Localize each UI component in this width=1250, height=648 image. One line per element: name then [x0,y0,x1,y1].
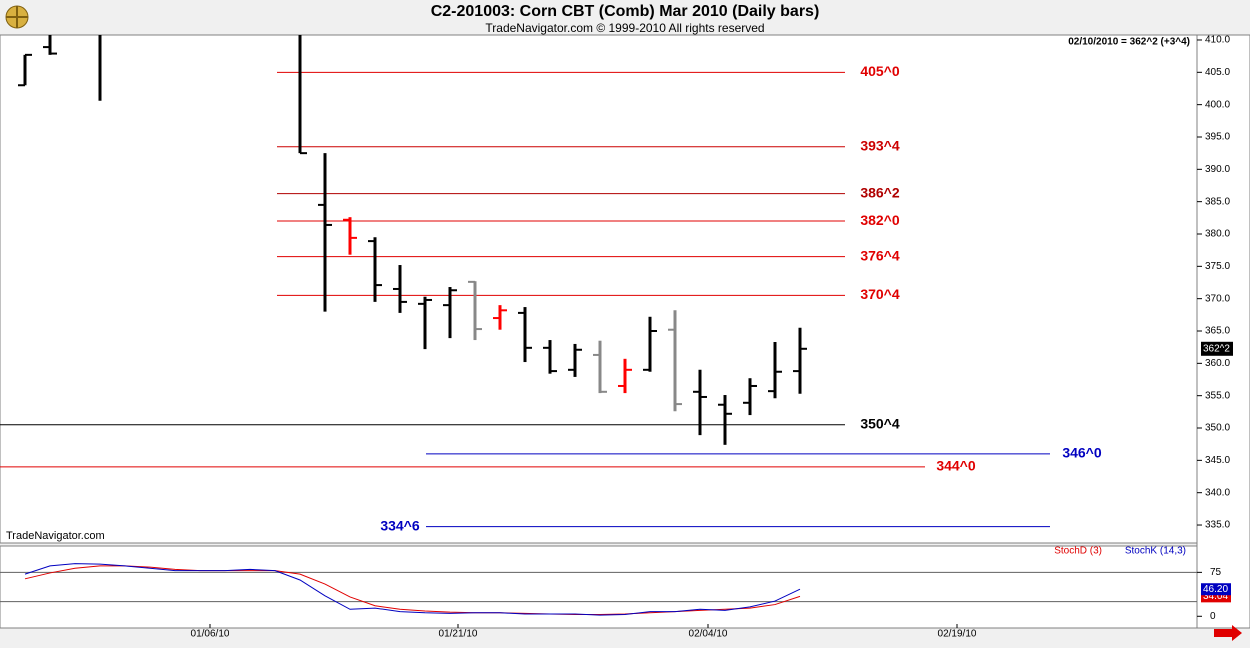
level-label: 405^0 [860,63,900,79]
x-tick-label: 02/04/10 [689,629,728,640]
level-label: 370^4 [860,286,900,302]
y-tick-label: 335.0 [1205,520,1230,531]
y-tick-label: 395.0 [1205,132,1230,143]
y-tick-label: 345.0 [1205,455,1230,466]
legend-entry: StochK (14,3) [1125,546,1186,557]
stoch-plot [0,563,1197,616]
y-tick-label: 365.0 [1205,326,1230,337]
level-label: 346^0 [1062,445,1102,461]
title: C2-201003: Corn CBT (Comb) Mar 2010 (Dai… [431,3,820,20]
level-label: 344^0 [936,458,976,474]
quote: 02/10/2010 = 362^2 (+3^4) [1068,37,1190,48]
y-tick-label: 390.0 [1205,164,1230,175]
last-price-label: 362^2 [1203,343,1230,354]
level-label: 386^2 [860,184,900,200]
y-tick-label: 375.0 [1205,261,1230,272]
price-plot [0,35,1050,528]
level-label: 334^6 [380,517,420,533]
y-tick-label: 380.0 [1205,229,1230,240]
y-tick-label: 340.0 [1205,487,1230,498]
last-value-box [1201,583,1231,596]
last-price-box [1201,341,1233,356]
y-tick-label: 400.0 [1205,99,1230,110]
scroll-arrow[interactable] [1214,625,1242,641]
legend-entry: StochD (3) [1054,546,1102,557]
level-label: 382^0 [860,212,900,228]
last-value-label: 34.04 [1203,591,1228,602]
y-tick-label: 355.0 [1205,390,1230,401]
watermark: TradeNavigator.com [6,530,105,542]
y-tick-label: 350.0 [1205,423,1230,434]
y-tick-label: 0 [1210,611,1216,622]
price-panel [0,34,1198,544]
y-tick-label: 385.0 [1205,196,1230,207]
logo [5,5,29,29]
y-tick-label: 360.0 [1205,358,1230,369]
last-value-label: 46.20 [1203,584,1228,595]
level-label: 376^4 [860,247,900,263]
x-tick-label: 01/06/10 [191,629,230,640]
stoch-panel [0,545,1198,629]
y-tick-label: 370.0 [1205,293,1230,304]
level-label: 350^4 [860,415,900,431]
subtitle: TradeNavigator.com © 1999-2010 All right… [485,21,764,35]
x-tick-label: 02/19/10 [938,629,977,640]
stoch-line [24,563,801,616]
y-tick-label: 405.0 [1205,67,1230,78]
y-tick-label: 75 [1210,567,1222,578]
overlay: 335.0 340.0 345.0 350.0 355.0 360.0 365.0 370.0… [191,35,1233,640]
y-tick-label: 410.0 [1205,35,1230,46]
x-tick-label: 01/21/10 [439,629,478,640]
level-label: 393^4 [860,137,900,153]
